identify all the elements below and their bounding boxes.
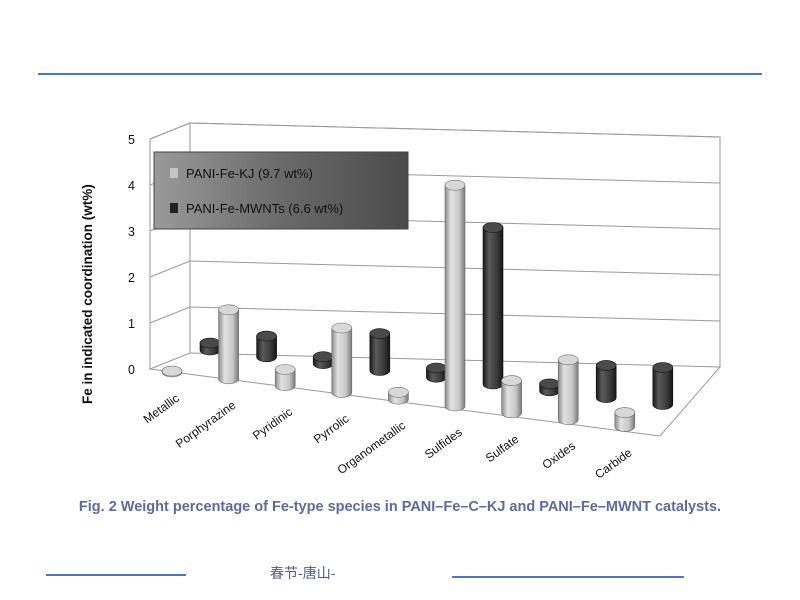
bar-kj xyxy=(161,365,183,378)
bar-body xyxy=(501,380,522,419)
figure-caption: Fig. 2 Weight percentage of Fe-type spec… xyxy=(78,499,722,515)
y-tick-label: 0 xyxy=(128,363,135,377)
bar-top xyxy=(595,360,617,371)
bar-top xyxy=(369,328,391,339)
bar-kj xyxy=(331,322,353,398)
legend: PANI-Fe-KJ (9.7 wt%) PANI-Fe-MWNTs (6.6 … xyxy=(153,151,409,230)
legend-swatch-mwnts xyxy=(170,203,178,213)
gridline-left xyxy=(149,306,191,324)
bar-mwnts xyxy=(539,378,560,397)
x-category-label: Pyrrolic xyxy=(311,412,352,447)
bar-body xyxy=(557,359,579,425)
gridline-left xyxy=(149,122,191,140)
bar-mwnts xyxy=(652,362,674,410)
bar-mwnts xyxy=(482,222,504,390)
x-category-label: Sulfate xyxy=(483,432,522,465)
x-category-label: Metallic xyxy=(141,391,182,426)
bar-kj xyxy=(388,386,409,405)
bar-chart-3d: PANI-Fe-KJ (9.7 wt%) PANI-Fe-MWNTs (6.6 … xyxy=(80,122,722,482)
bar-top xyxy=(161,365,183,377)
x-category-label: Porphyrazine xyxy=(173,398,239,451)
bar-body xyxy=(218,309,239,385)
bar-top xyxy=(482,222,504,233)
bar-body xyxy=(369,333,391,376)
bar-top xyxy=(199,337,221,349)
bar-top xyxy=(539,378,560,390)
bar-kj xyxy=(614,407,636,432)
bar-body xyxy=(331,327,353,398)
y-tick-label: 3 xyxy=(128,225,135,239)
bar-top xyxy=(312,351,334,363)
bar-mwnts xyxy=(199,337,221,356)
footer-rule-left xyxy=(46,574,186,576)
x-category-label: Carbide xyxy=(592,445,634,481)
y-axis-label: Fe in indicated coordination (wt%) xyxy=(80,184,95,404)
bar-mwnts xyxy=(369,328,391,376)
bar-top xyxy=(557,354,579,366)
bar-mwnts xyxy=(595,360,617,403)
legend-box xyxy=(153,151,409,230)
gridline-back xyxy=(189,122,721,138)
bar-body xyxy=(614,412,636,432)
gridline-left xyxy=(149,260,191,278)
y-axis-ticks: 0 1 2 3 4 5 xyxy=(128,133,135,377)
y-tick-label: 4 xyxy=(128,179,135,193)
bar-mwnts xyxy=(426,362,447,383)
bar-body xyxy=(274,369,296,391)
bar-top xyxy=(614,407,636,418)
bar-top xyxy=(388,386,409,398)
bar-mwnts xyxy=(312,351,334,369)
bar-body xyxy=(256,335,277,363)
bar-mwnts xyxy=(256,330,277,363)
bar-kj xyxy=(274,364,296,391)
legend-label-kj: PANI-Fe-KJ (9.7 wt%) xyxy=(186,166,313,181)
x-category-label: Pyridinic xyxy=(250,405,295,443)
bar-top xyxy=(652,362,674,373)
legend-swatch-kj xyxy=(170,168,178,178)
bar-top xyxy=(501,375,522,386)
bar-kj xyxy=(501,375,522,419)
bar-body xyxy=(652,367,674,410)
y-tick-label: 1 xyxy=(128,317,135,331)
footer-rule-right xyxy=(452,576,684,578)
bar-body xyxy=(482,227,504,390)
bar-top xyxy=(444,179,466,191)
x-category-label: Sulfides xyxy=(422,425,465,461)
x-category-label: Organometallic xyxy=(335,418,409,477)
top-rule xyxy=(38,73,762,75)
footer-text: 春节-唐山- xyxy=(270,566,336,582)
bars xyxy=(161,179,674,432)
bar-top xyxy=(256,330,277,342)
legend-label-mwnts: PANI-Fe-MWNTs (6.6 wt%) xyxy=(186,201,343,216)
y-tick-label: 5 xyxy=(128,133,135,147)
y-tick-label: 2 xyxy=(128,271,135,285)
bar-top xyxy=(331,322,353,334)
bar-kj xyxy=(444,179,466,412)
bar-kj xyxy=(218,304,239,385)
x-category-label: Oxides xyxy=(540,439,578,472)
bar-kj xyxy=(557,354,579,425)
bar-top xyxy=(274,364,296,375)
bar-top xyxy=(426,362,447,374)
bar-body xyxy=(444,184,466,412)
bar-body xyxy=(595,365,617,403)
bar-top xyxy=(218,304,239,316)
